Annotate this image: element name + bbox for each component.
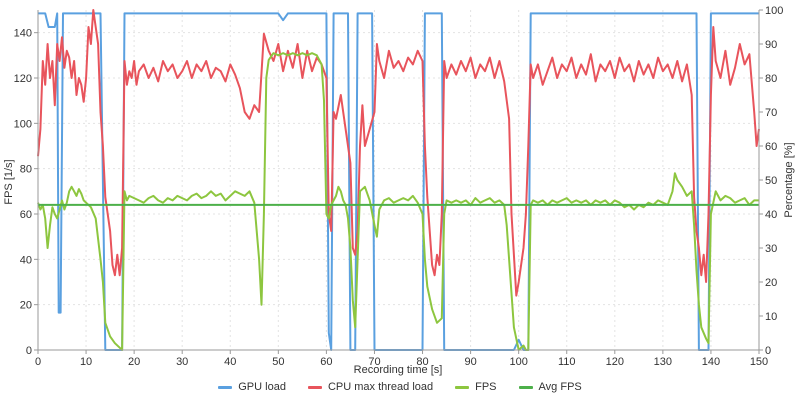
legend-swatch-avg-fps <box>518 385 533 389</box>
x-axis-label: Recording time [s] <box>354 364 443 376</box>
y-left-tick-label-40: 40 <box>20 254 32 266</box>
legend-label-cpu-max-thread-load: CPU max thread load <box>327 381 434 393</box>
legend: GPU load CPU max thread load FPS Avg FPS <box>0 378 800 396</box>
y-right-tick-label-70: 70 <box>765 107 777 119</box>
axes: 0 10 20 30 40 50 60 70 80 90 100 110 120 130 140 150020… <box>14 5 784 368</box>
x-tick-label-90: 90 <box>464 356 476 368</box>
legend-item-gpu-load: GPU load <box>218 381 286 393</box>
x-tick-label-20: 20 <box>128 356 140 368</box>
x-tick-label-150: 150 <box>750 356 768 368</box>
y-left-tick-label-20: 20 <box>20 300 32 312</box>
y-left-tick-label-60: 60 <box>20 209 32 221</box>
x-tick-label-140: 140 <box>702 356 720 368</box>
legend-label-avg-fps: Avg FPS <box>538 381 582 393</box>
legend-label-gpu-load: GPU load <box>238 381 286 393</box>
y-right-tick-label-90: 90 <box>765 39 777 51</box>
y-left-tick-label-140: 140 <box>14 28 32 40</box>
x-tick-label-0: 0 <box>35 356 41 368</box>
x-tick-label-80: 80 <box>416 356 428 368</box>
legend-swatch-gpu-load <box>218 385 233 389</box>
y-left-tick-label-120: 120 <box>14 73 32 85</box>
x-tick-label-100: 100 <box>509 356 527 368</box>
series-line-cpu-max-thread-load <box>37 9 760 297</box>
y-axis-left-label: FPS [1/s] <box>3 159 15 204</box>
legend-item-cpu-max-thread-load: CPU max thread load <box>307 381 434 393</box>
x-tick-label-130: 130 <box>654 356 672 368</box>
x-tick-label-10: 10 <box>80 356 92 368</box>
x-tick-label-60: 60 <box>320 356 332 368</box>
x-tick-label-70: 70 <box>368 356 380 368</box>
y-right-tick-label-10: 10 <box>765 311 777 323</box>
y-left-tick-label-100: 100 <box>14 118 32 130</box>
y-right-tick-label-100: 100 <box>765 5 783 17</box>
y-right-tick-label-40: 40 <box>765 209 777 221</box>
x-tick-label-50: 50 <box>272 356 284 368</box>
legend-item-avg-fps: Avg FPS <box>518 381 582 393</box>
y-right-tick-label-0: 0 <box>765 345 771 357</box>
y-right-tick-label-80: 80 <box>765 73 777 85</box>
y-right-tick-label-50: 50 <box>765 175 777 187</box>
y-right-tick-label-60: 60 <box>765 141 777 153</box>
legend-item-fps: FPS <box>455 381 497 393</box>
y-right-tick-label-30: 30 <box>765 243 777 255</box>
x-tick-label-40: 40 <box>224 356 236 368</box>
y-axis-right-label: Percentage [%] <box>783 142 795 217</box>
x-tick-label-120: 120 <box>606 356 624 368</box>
y-left-tick-label-0: 0 <box>26 345 32 357</box>
x-tick-label-110: 110 <box>558 356 576 368</box>
legend-swatch-fps <box>455 385 470 389</box>
y-left-tick-label-80: 80 <box>20 164 32 176</box>
x-tick-label-30: 30 <box>176 356 188 368</box>
legend-label-fps: FPS <box>475 381 497 393</box>
series-layer <box>37 9 760 351</box>
legend-swatch-cpu-max-thread-load <box>307 385 322 389</box>
y-right-tick-label-20: 20 <box>765 277 777 289</box>
